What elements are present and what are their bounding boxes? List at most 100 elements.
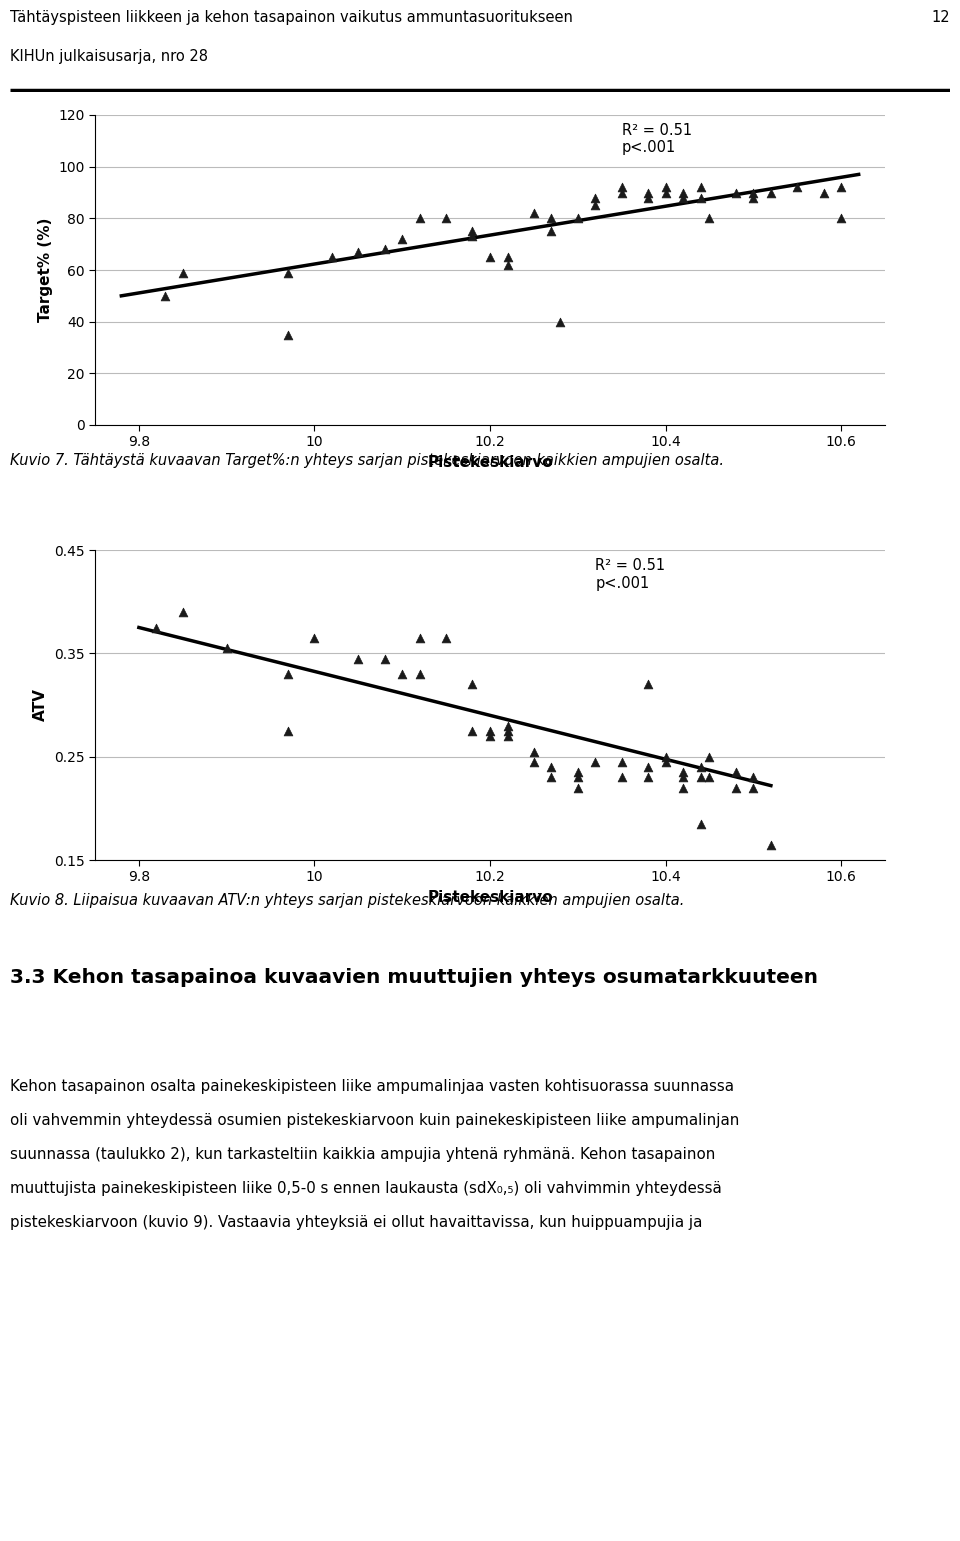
- Text: Kehon tasapainon osalta painekeskipisteen liike ampumalinjaa vasten kohtisuorass: Kehon tasapainon osalta painekeskipistee…: [10, 1079, 734, 1094]
- Point: [676, 760, 691, 784]
- Point: [614, 749, 630, 774]
- Point: [395, 661, 410, 686]
- Point: [543, 764, 559, 789]
- Point: [439, 626, 454, 650]
- Text: KIHUn julkaisusarja, nro 28: KIHUn julkaisusarja, nro 28: [10, 48, 208, 63]
- Point: [280, 661, 296, 686]
- Point: [219, 636, 234, 661]
- Text: muuttujista painekeskipisteen liike 0,5-0 s ennen laukausta (sdX₀,₅) oli vahvimm: muuttujista painekeskipisteen liike 0,5-…: [10, 1180, 722, 1196]
- Point: [833, 176, 849, 200]
- Point: [658, 744, 673, 769]
- Text: oli vahvemmin yhteydessä osumien pistekeskiarvoon kuin painekeskipisteen liike a: oli vahvemmin yhteydessä osumien pisteke…: [10, 1113, 739, 1128]
- Point: [412, 206, 427, 231]
- Text: pistekeskiarvoon (kuvio 9). Vastaavia yhteyksiä ei ollut havaittavissa, kun huip: pistekeskiarvoon (kuvio 9). Vastaavia yh…: [10, 1214, 703, 1230]
- Point: [588, 193, 603, 217]
- Point: [693, 185, 708, 210]
- Point: [658, 180, 673, 205]
- Point: [728, 775, 743, 800]
- Text: suunnassa (taulukko 2), kun tarkasteltiin kaikkia ampujia yhtenä ryhmänä. Kehon : suunnassa (taulukko 2), kun tarkasteltii…: [10, 1147, 715, 1162]
- Point: [640, 672, 656, 697]
- Point: [412, 626, 427, 650]
- Point: [465, 223, 480, 248]
- Point: [553, 310, 568, 334]
- X-axis label: Pistekeskiarvo: Pistekeskiarvo: [427, 455, 553, 470]
- Point: [693, 812, 708, 837]
- Point: [526, 200, 541, 225]
- Point: [350, 646, 366, 670]
- X-axis label: Pistekeskiarvo: Pistekeskiarvo: [427, 891, 553, 905]
- Point: [465, 672, 480, 697]
- Point: [307, 626, 323, 650]
- Point: [280, 718, 296, 743]
- Point: [702, 206, 717, 231]
- Point: [570, 206, 586, 231]
- Point: [728, 180, 743, 205]
- Y-axis label: Target% (%): Target% (%): [37, 217, 53, 322]
- Point: [149, 615, 164, 640]
- Point: [570, 764, 586, 789]
- Text: 12: 12: [931, 9, 950, 25]
- Point: [157, 284, 173, 308]
- Point: [833, 206, 849, 231]
- Point: [526, 740, 541, 764]
- Point: [500, 713, 516, 738]
- Point: [693, 176, 708, 200]
- Point: [395, 227, 410, 251]
- Point: [465, 718, 480, 743]
- Point: [658, 749, 673, 774]
- Point: [280, 260, 296, 285]
- Point: [676, 775, 691, 800]
- Point: [588, 185, 603, 210]
- Text: R² = 0.51
p<.001: R² = 0.51 p<.001: [595, 558, 665, 590]
- Point: [377, 646, 393, 670]
- Text: 3.3 Kehon tasapainoa kuvaavien muuttujien yhteys osumatarkkuuteen: 3.3 Kehon tasapainoa kuvaavien muuttujie…: [10, 968, 818, 986]
- Point: [676, 180, 691, 205]
- Point: [500, 253, 516, 277]
- Point: [280, 322, 296, 347]
- Point: [614, 180, 630, 205]
- Point: [543, 755, 559, 780]
- Point: [702, 744, 717, 769]
- Point: [614, 176, 630, 200]
- Point: [412, 661, 427, 686]
- Point: [676, 764, 691, 789]
- Point: [465, 219, 480, 243]
- Point: [640, 755, 656, 780]
- Point: [570, 760, 586, 784]
- Point: [614, 764, 630, 789]
- Point: [702, 764, 717, 789]
- Point: [482, 245, 497, 270]
- Point: [377, 237, 393, 262]
- Point: [746, 185, 761, 210]
- Point: [175, 599, 190, 624]
- Point: [526, 749, 541, 774]
- Point: [543, 206, 559, 231]
- Point: [816, 180, 831, 205]
- Text: Kuvio 8. Liipaisua kuvaavan ATV:n yhteys sarjan pistekeskiarvoon kaikkien ampuji: Kuvio 8. Liipaisua kuvaavan ATV:n yhteys…: [10, 892, 684, 908]
- Point: [640, 180, 656, 205]
- Point: [482, 724, 497, 749]
- Point: [693, 764, 708, 789]
- Text: R² = 0.51
p<.001: R² = 0.51 p<.001: [622, 123, 692, 156]
- Point: [746, 180, 761, 205]
- Point: [500, 245, 516, 270]
- Point: [746, 775, 761, 800]
- Point: [500, 718, 516, 743]
- Point: [640, 185, 656, 210]
- Point: [439, 206, 454, 231]
- Point: [500, 724, 516, 749]
- Point: [350, 239, 366, 264]
- Text: Tähtäyspisteen liikkeen ja kehon tasapainon vaikutus ammuntasuoritukseen: Tähtäyspisteen liikkeen ja kehon tasapai…: [10, 9, 573, 25]
- Text: Kuvio 7. Tähtäystä kuvaavan Target%:n yhteys sarjan pistekeskiarvoon kaikkien am: Kuvio 7. Tähtäystä kuvaavan Target%:n yh…: [10, 453, 724, 468]
- Point: [658, 176, 673, 200]
- Point: [588, 749, 603, 774]
- Point: [763, 832, 779, 857]
- Point: [482, 718, 497, 743]
- Point: [175, 260, 190, 285]
- Point: [640, 764, 656, 789]
- Y-axis label: ATV: ATV: [34, 689, 48, 721]
- Point: [324, 245, 340, 270]
- Point: [728, 760, 743, 784]
- Point: [676, 185, 691, 210]
- Point: [763, 180, 779, 205]
